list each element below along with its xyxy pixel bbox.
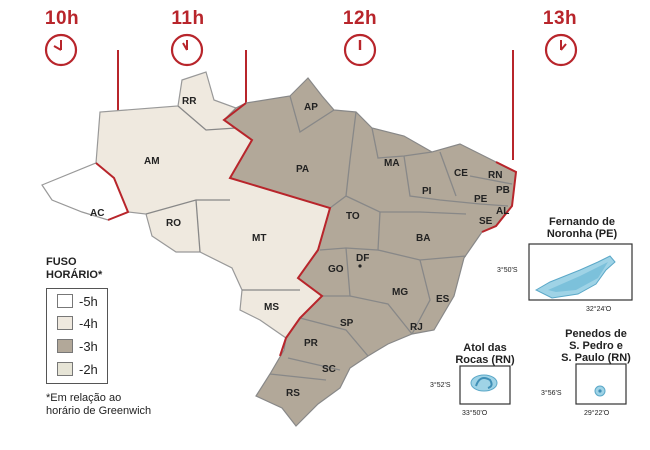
zone-boundaries — [95, 102, 518, 357]
inset-noronha-title-line2: Noronha (PE) — [546, 228, 618, 240]
rocas-atoll-ring — [475, 377, 493, 389]
legend-swatch — [57, 362, 73, 376]
legend-label: -2h — [79, 361, 98, 377]
noronha-lon: 32°24'O — [586, 305, 612, 313]
state-label-ba: BA — [416, 233, 430, 244]
hour-label-12h: 12h — [342, 8, 378, 29]
inset-penedos-title: Penedos de S. Pedro e S. Paulo (RN) — [546, 328, 646, 364]
hour-label-11h: 11h — [171, 8, 205, 29]
clock-10h-icon — [44, 33, 78, 67]
legend-title-line2: HORÁRIO* — [46, 269, 103, 281]
legend-label: -3h — [79, 338, 98, 354]
state-label-sc: SC — [322, 364, 336, 375]
state-label-ms: MS — [264, 302, 279, 313]
inset-penedos-title-line1: Penedos de — [565, 328, 627, 340]
inset-rocas-title: Atol das Rocas (RN) — [440, 342, 530, 366]
state-label-rs: RS — [286, 388, 300, 399]
inset-rocas: 3°52'S 33°50'O — [430, 365, 511, 417]
inset-noronha-title-line1: Fernando de — [548, 216, 615, 228]
legend-title-line1: FUSO — [46, 256, 77, 268]
state-label-pe: PE — [474, 194, 488, 205]
penedos-island-core — [598, 389, 602, 393]
clock-11h-icon — [170, 33, 204, 67]
hour-label-13h: 13h — [542, 8, 578, 29]
legend-swatch — [57, 316, 73, 330]
footnote-line1: *Em relação ao — [46, 392, 122, 404]
state-borders — [145, 95, 513, 381]
state-label-ap: AP — [304, 102, 318, 113]
inset-noronha: 3°50'S 32°24'O — [497, 243, 633, 313]
hour-label-10h: 10h — [44, 8, 80, 29]
state-label-pr: PR — [304, 338, 319, 349]
footnote-line2: horário de Greenwich — [46, 405, 152, 417]
state-label-pi: PI — [422, 186, 432, 197]
state-label-pa: PA — [296, 164, 309, 175]
state-label-mg: MG — [392, 287, 408, 298]
state-label-ac: AC — [90, 208, 104, 219]
legend-title: FUSO HORÁRIO* — [46, 256, 102, 282]
state-label-rj: RJ — [410, 322, 423, 333]
inset-penedos-title-line3: S. Paulo (RN) — [561, 352, 631, 364]
inset-noronha-title: Fernando de Noronha (PE) — [532, 216, 632, 240]
inset-penedos: 3°56'S 29°22'O — [541, 363, 627, 417]
clock-12h-icon — [343, 33, 377, 67]
state-label-ce: CE — [454, 168, 468, 179]
legend-swatch — [57, 294, 73, 308]
inset-rocas-title-line1: Atol das — [463, 342, 507, 354]
state-label-es: ES — [436, 294, 450, 305]
legend-item: -5h — [57, 293, 98, 309]
legend-label: -5h — [79, 293, 98, 309]
inset-penedos-title-line2: S. Pedro e — [569, 340, 623, 352]
legend-item: -2h — [57, 361, 98, 377]
state-label-am: AM — [144, 156, 160, 167]
capital-dot — [358, 264, 362, 268]
state-label-rn: RN — [488, 170, 502, 181]
state-label-to: TO — [346, 211, 360, 222]
state-label-ro: RO — [166, 218, 181, 229]
noronha-lat: 3°50'S — [497, 266, 518, 274]
state-label-mt: MT — [252, 233, 266, 244]
noronha-island-core — [548, 262, 608, 292]
state-label-se: SE — [479, 216, 493, 227]
penedos-lat: 3°56'S — [541, 389, 562, 397]
state-label-pb: PB — [496, 185, 510, 196]
rocas-lat: 3°52'S — [430, 381, 451, 389]
legend-label: -4h — [79, 315, 98, 331]
legend-swatch — [57, 339, 73, 353]
legend-item: -4h — [57, 315, 98, 331]
state-label-rr: RR — [182, 96, 197, 107]
inset-rocas-title-line2: Rocas (RN) — [455, 354, 515, 366]
state-label-go: GO — [328, 264, 344, 275]
clock-13h-icon — [544, 33, 578, 67]
legend-item: -3h — [57, 338, 98, 354]
state-label-sp: SP — [340, 318, 354, 329]
footnote: *Em relação ao horário de Greenwich — [46, 392, 151, 418]
penedos-lon: 29°22'O — [584, 409, 610, 417]
state-label-ma: MA — [384, 158, 400, 169]
state-label-df: DF — [356, 253, 369, 264]
legend-box: -5h -4h -3h -2h — [46, 288, 108, 384]
state-label-al: AL — [496, 206, 509, 217]
rocas-lon: 33°50'O — [462, 409, 488, 417]
